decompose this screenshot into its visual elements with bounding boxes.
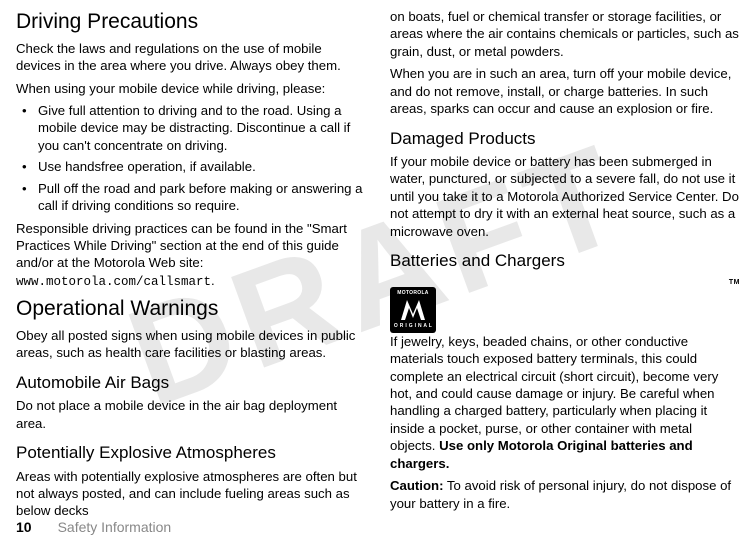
para-obey-signs: Obey all posted signs when using mobile … [16,327,366,362]
heading-airbags: Automobile Air Bags [16,372,366,394]
motorola-logo-icon: MOTOROLA O R I G I N A L [390,287,436,333]
logo-text-top: MOTOROLA [397,290,428,297]
para-turnoff: When you are in such an area, turn off y… [390,65,740,117]
text-responsible-a: Responsible driving practices can be fou… [16,221,347,271]
para-caution: Caution: To avoid risk of personal injur… [390,477,740,512]
caution-label: Caution: [390,478,443,493]
tm-label: TM [390,278,740,287]
heading-explosive: Potentially Explosive Atmospheres [16,442,366,464]
para-airbags: Do not place a mobile device in the air … [16,397,366,432]
text-jewelry: If jewelry, keys, beaded chains, or othe… [390,334,718,454]
page-content: Driving Precautions Check the laws and r… [0,0,756,525]
bullet-pulloff: Pull off the road and park before making… [16,180,366,215]
bullet-attention: Give full attention to driving and to th… [16,102,366,154]
logo-text-bottom: O R I G I N A L [394,323,432,330]
heading-operational-warnings: Operational Warnings [16,295,366,323]
left-column: Driving Precautions Check the laws and r… [16,8,366,525]
url-callsmart: www.motorola.com/callsmart [16,275,211,289]
page-footer: 10 Safety Information [16,519,171,535]
heading-batteries: Batteries and Chargers [390,250,740,272]
heading-driving-precautions: Driving Precautions [16,8,366,36]
para-onboats: on boats, fuel or chemical transfer or s… [390,8,740,60]
footer-title: Safety Information [58,519,172,535]
para-responsible-driving: Responsible driving practices can be fou… [16,220,366,291]
page-number: 10 [16,519,32,535]
motorola-m-icon [399,298,427,322]
para-explosive: Areas with potentially explosive atmosph… [16,468,366,520]
driving-bullet-list: Give full attention to driving and to th… [16,102,366,215]
heading-damaged: Damaged Products [390,128,740,150]
para-when-using: When using your mobile device while driv… [16,80,366,97]
right-column: on boats, fuel or chemical transfer or s… [390,8,740,525]
bullet-handsfree: Use handsfree operation, if available. [16,158,366,175]
para-check-laws: Check the laws and regulations on the us… [16,40,366,75]
para-damaged: If your mobile device or battery has bee… [390,153,740,240]
text-responsible-b: . [211,273,215,288]
